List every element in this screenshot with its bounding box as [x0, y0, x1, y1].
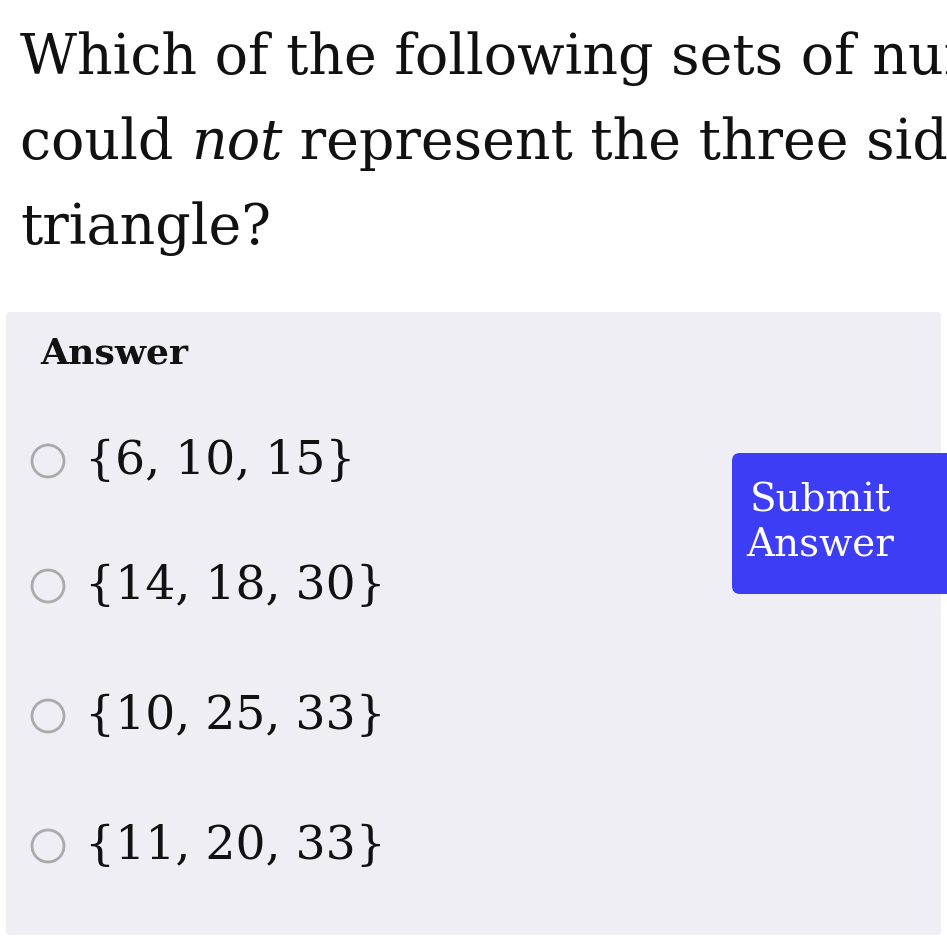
- Text: Which of the following sets of numbers: Which of the following sets of numbers: [20, 31, 947, 86]
- Text: could: could: [20, 116, 191, 170]
- Text: {14, 18, 30}: {14, 18, 30}: [85, 564, 385, 609]
- Text: {11, 20, 33}: {11, 20, 33}: [85, 823, 385, 869]
- FancyBboxPatch shape: [6, 312, 941, 935]
- Text: {6, 10, 15}: {6, 10, 15}: [85, 439, 355, 484]
- Text: triangle?: triangle?: [20, 201, 271, 256]
- Text: Answer: Answer: [746, 527, 894, 564]
- Text: represent the three sides of a: represent the three sides of a: [282, 116, 947, 170]
- Text: {10, 25, 33}: {10, 25, 33}: [85, 694, 385, 739]
- Text: Answer: Answer: [40, 336, 188, 370]
- FancyBboxPatch shape: [732, 453, 947, 594]
- Text: Submit: Submit: [749, 483, 891, 520]
- Text: not: not: [191, 116, 282, 170]
